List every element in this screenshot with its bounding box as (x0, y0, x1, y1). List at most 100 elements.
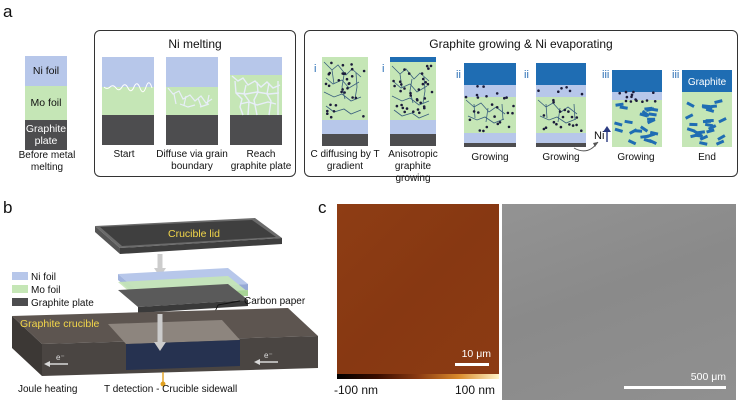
ni-melting-diagrams (102, 57, 282, 145)
growth-stage-3 (464, 63, 516, 147)
carbon-atom-dot (350, 75, 354, 78)
carbon-atom-dot (332, 110, 336, 113)
graphite-flake (624, 119, 633, 125)
foil-legend: Ni foil Mo foil Graphite plate (12, 272, 94, 309)
carbon-atom-dot (537, 89, 540, 92)
carbon-atom-dot (464, 95, 468, 99)
electron-label-left: e⁻ (56, 353, 65, 362)
graphite-flake (702, 119, 712, 124)
electron-label-right: e⁻ (264, 351, 273, 360)
graphite-flake (648, 112, 657, 117)
carbon-atom-dot (350, 63, 353, 66)
graphite-crucible-label: Graphite crucible (20, 318, 100, 330)
crucible-lid-label: Crucible lid (168, 228, 220, 240)
colorbar-min-label: -100 nm (334, 383, 379, 397)
carbon-atom-dot (472, 110, 476, 113)
carbon-atom-dot (400, 103, 403, 107)
carbon-atom-dot (412, 110, 415, 113)
stage-2-roman: i (382, 63, 384, 75)
afm-colorbar (337, 374, 499, 379)
carbon-atom-dot (571, 124, 575, 127)
carbon-atom-dot (399, 89, 402, 93)
sem-scale-label: 500 μm (690, 371, 726, 383)
caption-diffuse: Diffuse via grain boundary (156, 149, 228, 172)
carbon-atom-dot (327, 84, 331, 88)
carbon-atom-dot (559, 125, 563, 129)
sem-image: 500 μm (502, 204, 736, 400)
growth-stage-4 (536, 63, 586, 147)
carbon-atom-dot (503, 96, 506, 100)
graphite-flake (701, 104, 711, 109)
carbon-atom-dot (544, 126, 548, 129)
carbon-atom-dot (475, 93, 479, 97)
carbon-atom-dot (505, 96, 508, 99)
graphite-flake (714, 99, 723, 105)
ni-foil-label: Ni foil (32, 65, 60, 77)
graphite-flake (614, 121, 623, 127)
colorbar-max-label: 100 nm (455, 383, 496, 397)
carbon-atom-dot (552, 100, 555, 104)
carbon-atom-dot (401, 106, 405, 110)
carbon-atom-dot (426, 82, 430, 86)
graphite-plate-label: Graphite plate (25, 123, 67, 147)
carbon-atom-dot (632, 90, 635, 94)
carbon-atom-dot (427, 67, 430, 70)
carbon-atom-dot (495, 92, 499, 95)
carbon-atom-dot (424, 81, 427, 84)
caption-growing-2: Growing (542, 152, 580, 163)
carbon-atom-dot (398, 80, 402, 83)
ni-arrow-label: Ni (594, 130, 604, 142)
crucible-lid: Crucible lid (95, 218, 282, 254)
carbon-atom-dot (420, 72, 424, 75)
graphite-flake (686, 127, 696, 133)
carbon-atom-dot (328, 71, 331, 75)
graphite-flake (639, 112, 648, 118)
growth-stage-2 (390, 57, 436, 146)
carbon-atom-dot (575, 116, 579, 119)
caption-growing-3: Growing (617, 152, 655, 163)
carbon-atom-dot (511, 111, 514, 115)
graphite-flake (699, 141, 708, 146)
mo-foil-layer (25, 86, 67, 120)
crucible-setup-diagram: Crucible lid Ni foil Mo foil Graphite pl… (12, 218, 318, 395)
carbon-atom-dot (482, 129, 485, 133)
carbon-atom-dot (342, 72, 346, 75)
legend-mo-foil: Mo foil (31, 285, 60, 296)
carbon-atom-dot (400, 83, 403, 86)
afm-image: 10 μm (337, 204, 499, 374)
mo-foil-label: Mo foil (30, 97, 62, 109)
afm-scale-label: 10 μm (461, 348, 491, 360)
stage-6-roman: iii (672, 69, 679, 81)
caption-end: End (698, 152, 716, 163)
caption-reach: Reach graphite plate (230, 149, 292, 172)
carbon-atom-dot (641, 100, 644, 103)
carbon-atom-dot (653, 100, 657, 103)
graphite-flake (689, 122, 698, 127)
caption-start: Start (113, 149, 135, 160)
carbon-atom-dot (493, 115, 496, 118)
graphite-flake (628, 128, 638, 135)
carbon-atom-dot (348, 82, 351, 85)
graphite-growing-diagrams: i i ii ii iii iii (314, 57, 732, 152)
carbon-atom-dot (567, 110, 570, 113)
t-detection-label: T detection - Crucible sidewall (104, 384, 237, 395)
carbon-atom-dot (392, 79, 395, 83)
stage-1-roman: i (314, 63, 316, 75)
carbon-atom-dot (329, 103, 332, 107)
graphite-flake (708, 104, 718, 109)
stage-4-roman: ii (524, 69, 529, 81)
carbon-atom-dot (624, 90, 628, 94)
carbon-atom-dot (346, 87, 349, 90)
melting-start-stack (102, 57, 154, 145)
carbon-atom-dot (362, 115, 365, 118)
carbon-atom-dot (468, 118, 472, 122)
carbon-atom-dot (337, 79, 341, 82)
carbon-atom-dot (419, 101, 422, 105)
carbon-atom-dot (552, 120, 556, 124)
graphite-flake (619, 105, 628, 110)
carbon-atom-dot (329, 115, 333, 119)
melting-reach-stack (230, 57, 282, 145)
graphite-flake (641, 109, 650, 118)
carbon-atom-dot (568, 123, 571, 126)
carbon-atom-dot (580, 129, 583, 132)
